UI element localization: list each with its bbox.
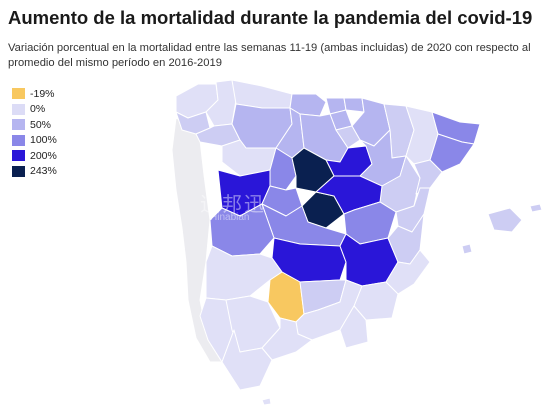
legend-label: 50% [30, 118, 52, 131]
legend-swatch [12, 134, 25, 146]
legend: -19% 0% 50% 100% 200% 243% [12, 86, 57, 179]
legend-item: -19% [12, 86, 57, 102]
legend-label: 0% [30, 103, 46, 116]
legend-swatch [12, 119, 25, 131]
legend-label: 100% [30, 134, 57, 147]
ceuta[interactable] [261, 397, 272, 406]
legend-item: 243% [12, 164, 57, 180]
chart-title: Aumento de la mortalidad durante la pand… [8, 7, 533, 28]
legend-label: 243% [30, 165, 57, 178]
legend-swatch [12, 150, 25, 162]
legend-swatch [12, 103, 25, 115]
province-almeria[interactable] [339, 305, 369, 349]
legend-item: 0% [12, 102, 57, 118]
province-malaga[interactable] [261, 317, 313, 361]
island-mallorca[interactable] [487, 207, 523, 233]
legend-item: 50% [12, 117, 57, 133]
legend-swatch [12, 165, 25, 177]
legend-label: 200% [30, 149, 57, 162]
province-gipuzkoa[interactable] [343, 97, 365, 113]
legend-label: -19% [30, 87, 55, 100]
chart-subtitle: Variación porcentual en la mortalidad en… [8, 42, 531, 69]
legend-item: 100% [12, 133, 57, 149]
legend-item: 200% [12, 148, 57, 164]
island-menorca[interactable] [529, 203, 543, 213]
province-cadiz[interactable] [221, 329, 273, 391]
legend-swatch [12, 88, 25, 100]
watermark-subtext: Hinabian [210, 212, 250, 223]
island-ibiza[interactable] [461, 243, 473, 255]
province-asturias[interactable] [231, 79, 293, 109]
watermark: 追邦迅 [200, 194, 266, 216]
